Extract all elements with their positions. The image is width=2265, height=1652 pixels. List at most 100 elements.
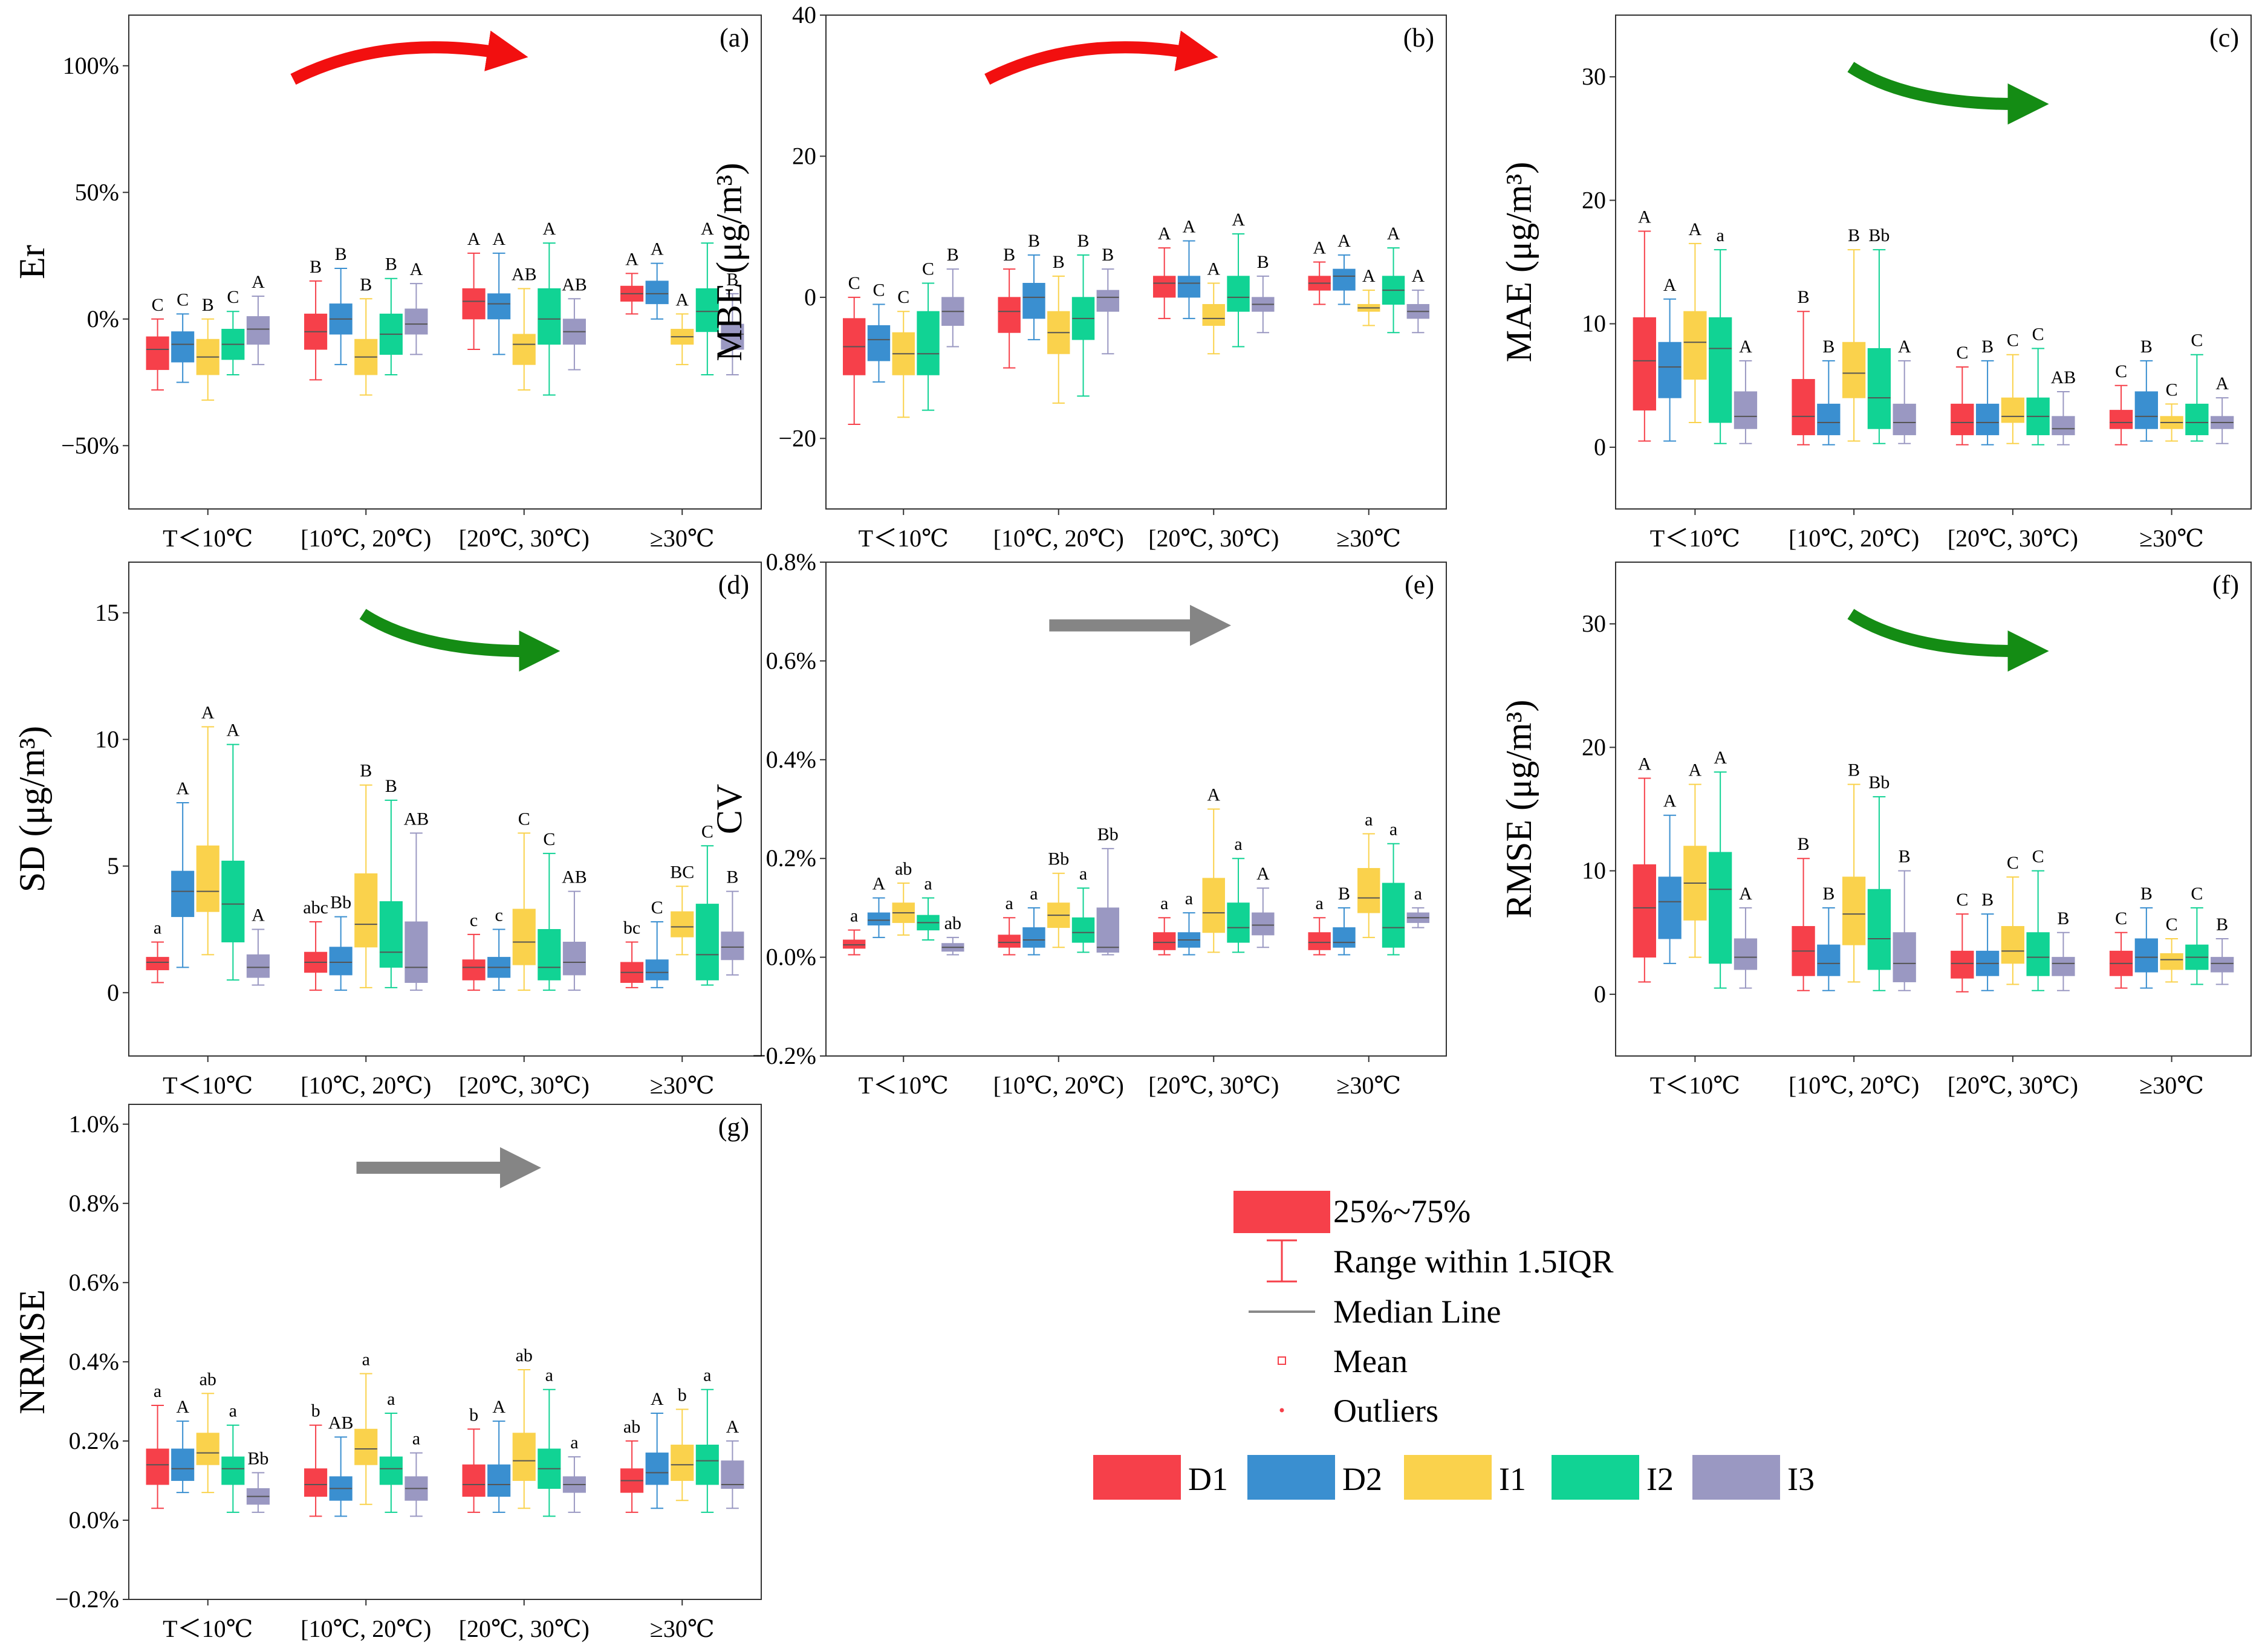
y-tick-label: 0 — [804, 283, 816, 311]
significance-letter: a — [229, 1401, 237, 1421]
significance-letter: A — [1638, 754, 1651, 774]
box-d1: A — [1633, 207, 1656, 442]
box-i2: a — [538, 1365, 561, 1517]
iqr-box — [867, 325, 891, 361]
box-i3: AB — [562, 867, 587, 991]
significance-letter: A — [1663, 275, 1677, 295]
box-d1: ab — [620, 1417, 644, 1513]
box-i1: Bb — [1047, 849, 1070, 948]
box-i3: B — [1252, 252, 1275, 334]
significance-letter: Bb — [1868, 773, 1890, 792]
iqr-box — [196, 1433, 219, 1465]
box-i2: C — [2185, 884, 2209, 985]
trend-arrow — [1847, 609, 2049, 672]
panel-tag: (g) — [718, 1112, 749, 1142]
legend-outlier-swatch — [1279, 1408, 1284, 1413]
box-i2: a — [695, 1365, 719, 1513]
box-d1: C — [2109, 361, 2133, 445]
significance-letter: A — [726, 1417, 739, 1437]
iqr-box — [462, 1464, 486, 1497]
significance-letter: A — [651, 239, 664, 259]
iqr-box — [171, 1448, 195, 1481]
x-category-label: [10℃, 20℃) — [1789, 525, 1919, 552]
significance-letter: C — [152, 295, 164, 315]
significance-letter: A — [1313, 238, 1326, 258]
iqr-box — [221, 1456, 245, 1485]
significance-letter: A — [1898, 337, 1911, 357]
iqr-box — [1893, 932, 1916, 982]
box-i3: a — [562, 1433, 586, 1513]
box-d1: c — [462, 910, 486, 991]
significance-letter: B — [202, 295, 214, 315]
significance-letter: ab — [623, 1417, 640, 1437]
y-axis-title: CV — [709, 784, 749, 834]
iqr-box — [405, 308, 428, 335]
significance-letter: A — [176, 779, 189, 798]
box-i3: ab — [941, 913, 964, 956]
iqr-box — [1382, 883, 1405, 948]
x-category-label: T＜10℃ — [163, 1615, 253, 1642]
panels-layer: −50%0%50%100%Er(a)T＜10℃C C B CA[10℃, 20℃)BB… — [12, 1, 2252, 1642]
panel-tag: (d) — [718, 570, 749, 600]
iqr-box — [246, 316, 270, 345]
iqr-box — [171, 331, 195, 363]
y-tick-label: 0.8% — [766, 548, 816, 575]
iqr-box — [645, 959, 669, 980]
box-d1: a — [998, 893, 1021, 956]
legend-median-label: Median Line — [1333, 1294, 1501, 1330]
y-tick-label: 1.0% — [69, 1110, 119, 1138]
box-i3: A — [1893, 337, 1916, 444]
box-d2: B — [1022, 231, 1045, 340]
significance-letter: C — [897, 287, 909, 307]
iqr-box — [1951, 950, 1974, 979]
x-category-label: [10℃, 20℃) — [993, 525, 1124, 552]
significance-letter: a — [1006, 893, 1013, 913]
box-d2: AB — [328, 1413, 354, 1517]
significance-letter: B — [2216, 915, 2228, 935]
box-d1: A — [1152, 224, 1176, 319]
y-tick-label: 0 — [107, 979, 119, 1006]
significance-letter: B — [360, 274, 372, 294]
legend-swatch-d2 — [1247, 1455, 1335, 1500]
significance-letter: a — [850, 906, 858, 926]
box-d1: a — [842, 906, 866, 956]
significance-letter: A — [226, 721, 239, 740]
panel-frame — [128, 562, 762, 1057]
box-d2: A — [1333, 231, 1356, 305]
iqr-box — [1633, 317, 1656, 411]
iqr-box — [354, 873, 378, 948]
box-i3: A — [246, 905, 270, 986]
y-tick-label: 10 — [1582, 310, 1606, 337]
legend: 25%~75% Range within 1.5IQR Median Line … — [1093, 1191, 1815, 1500]
significance-letter: A — [410, 259, 423, 279]
significance-letter: B — [1798, 287, 1810, 307]
y-tick-label: 100% — [63, 52, 119, 79]
significance-letter: B — [1981, 890, 1994, 910]
box-i1: C — [512, 809, 536, 991]
box-d1: C — [842, 273, 866, 425]
box-i1: A — [196, 702, 219, 956]
box-i2: C — [2026, 324, 2050, 445]
iqr-box — [487, 1464, 511, 1497]
x-category-label: ≥30℃ — [650, 1072, 715, 1099]
box-i2: a — [1071, 864, 1095, 953]
significance-letter: B — [947, 245, 959, 265]
significance-letter: a — [545, 1365, 553, 1385]
box-d1: b — [304, 1401, 328, 1517]
significance-letter: A — [492, 229, 505, 249]
significance-letter: a — [387, 1389, 395, 1409]
significance-letter: A — [1362, 266, 1376, 286]
significance-letter: ab — [895, 859, 912, 879]
significance-letter: A — [1739, 884, 1752, 904]
iqr-box — [1792, 379, 1815, 435]
significance-letter: A — [252, 905, 265, 925]
box-d1: A — [1633, 754, 1656, 983]
significance-letter: B — [1848, 225, 1860, 245]
box-i3: A — [1406, 266, 1430, 334]
significance-letter: A — [675, 290, 689, 309]
significance-letter: A — [1689, 219, 1702, 239]
legend-outlier-label: Outliers — [1333, 1393, 1438, 1429]
box-d2: a — [1177, 889, 1201, 956]
box-d1: a — [146, 1381, 169, 1509]
x-category-label: T＜10℃ — [1650, 525, 1740, 552]
